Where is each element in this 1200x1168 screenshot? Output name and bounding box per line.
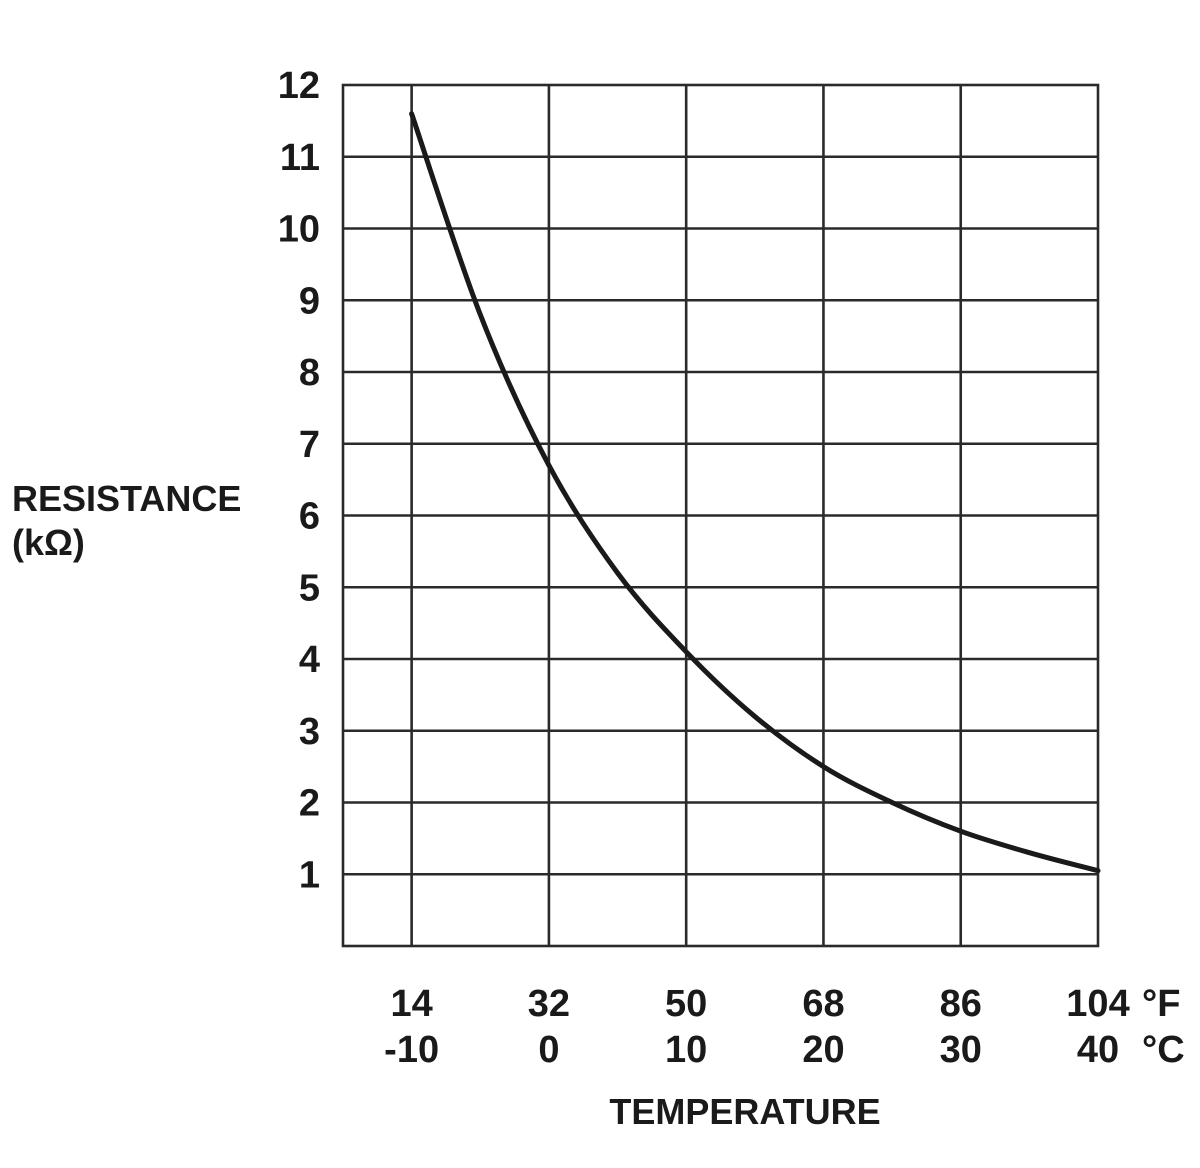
y-tick-label: 4 [299, 639, 320, 681]
x-tick-label-f: 104 [1066, 983, 1129, 1025]
y-tick-label: 3 [299, 711, 320, 753]
x-tick-label-f: 68 [802, 983, 844, 1025]
y-tick-label: 5 [299, 567, 320, 609]
x-unit-celsius: °C [1142, 1029, 1185, 1071]
y-tick-label: 11 [280, 137, 320, 179]
y-tick-label: 10 [278, 209, 320, 251]
x-axis-label: TEMPERATURE [609, 1091, 880, 1132]
x-tick-label-f: 32 [528, 983, 570, 1025]
y-tick-label: 1 [299, 854, 320, 896]
x-unit-fahrenheit: °F [1142, 983, 1180, 1025]
y-tick-label: 6 [299, 496, 320, 538]
y-tick-label: 8 [299, 352, 320, 394]
x-tick-label-f: 14 [390, 983, 432, 1025]
x-tick-label-f: 50 [665, 983, 707, 1025]
x-tick-label-c: 40 [1077, 1029, 1119, 1071]
y-axis-label-line2: (kΩ) [12, 522, 85, 563]
y-tick-label: 12 [278, 65, 320, 107]
x-tick-label-c: 0 [538, 1029, 559, 1071]
y-axis-label-line1: RESISTANCE [12, 478, 241, 519]
y-tick-label: 9 [299, 280, 320, 322]
grid [341, 83, 1100, 948]
y-tick-label: 7 [299, 424, 320, 466]
resistance-curve [409, 111, 1101, 874]
data-series [409, 111, 1101, 874]
x-tick-label-c: 30 [940, 1029, 982, 1071]
x-tick-label-c: 10 [665, 1029, 707, 1071]
x-tick-label-c: 20 [802, 1029, 844, 1071]
x-tick-label-f: 86 [940, 983, 982, 1025]
x-tick-label-c: -10 [384, 1029, 439, 1071]
y-tick-label: 2 [299, 783, 320, 825]
